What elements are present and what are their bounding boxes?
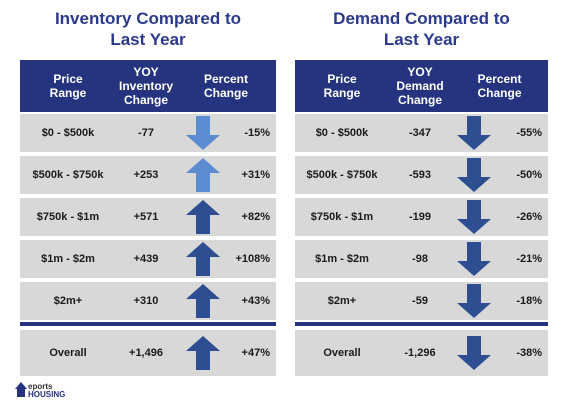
price-range-cell: Overall: [323, 347, 361, 359]
percent-change-value: -21%: [516, 253, 542, 265]
percent-change-cell: -21%: [451, 240, 548, 278]
yoy-change-cell: +439: [133, 253, 159, 265]
percent-change-cell: -50%: [451, 156, 548, 194]
demand-table-header: Price Range YOY Demand Change Percent Ch…: [295, 60, 548, 112]
down-dark-arrow-icon: [457, 116, 491, 150]
up-dark-arrow-icon: [186, 242, 220, 276]
yoy-change-cell: -59: [412, 295, 428, 307]
header-yoy-change: YOY Inventory Change: [118, 65, 173, 107]
house-logo-icon: [15, 382, 27, 397]
percent-change-value: -26%: [516, 211, 542, 223]
demand-title: Demand Compared to Last Year: [333, 9, 510, 49]
down-dark-arrow-icon: [457, 336, 491, 370]
overall-row: Overall -1,296 -38%: [295, 330, 548, 376]
yoy-change-cell: -199: [408, 211, 432, 223]
yoy-change-cell: -593: [408, 169, 432, 181]
yoy-change-cell: -347: [408, 127, 432, 139]
price-range-cell: $0 - $500k: [41, 127, 95, 139]
percent-change-value: +31%: [241, 169, 270, 181]
percent-change-value: -15%: [244, 127, 270, 139]
price-range-cell: $500k - $750k: [32, 169, 104, 181]
price-range-cell: $500k - $750k: [306, 169, 378, 181]
overall-row: Overall +1,496 +47%: [20, 330, 276, 376]
yoy-change-cell: +253: [133, 169, 159, 181]
table-row: $1m - $2m -98 -21%: [295, 240, 548, 278]
price-range-cell: $1m - $2m: [315, 253, 369, 265]
table-divider: [20, 322, 276, 326]
table-row: $750k - $1m +571 +82%: [20, 198, 276, 236]
price-range-cell: $750k - $1m: [310, 211, 374, 223]
header-percent-change: Percent Change: [203, 72, 249, 100]
percent-change-cell: +82%: [176, 198, 276, 236]
yoy-change-cell: +310: [133, 295, 159, 307]
down-dark-arrow-icon: [457, 242, 491, 276]
up-dark-arrow-icon: [186, 336, 220, 370]
table-row: $750k - $1m -199 -26%: [295, 198, 548, 236]
down-dark-arrow-icon: [457, 284, 491, 318]
price-range-cell: $750k - $1m: [36, 211, 100, 223]
percent-change-cell: -38%: [451, 330, 548, 376]
price-range-cell: $1m - $2m: [41, 253, 95, 265]
table-row: $1m - $2m +439 +108%: [20, 240, 276, 278]
percent-change-cell: +43%: [176, 282, 276, 320]
header-yoy-change: YOY Demand Change: [396, 65, 444, 107]
reports-on-housing-logo: eports HOUSING: [14, 380, 74, 400]
percent-change-value: -38%: [516, 347, 542, 359]
header-percent-change: Percent Change: [477, 72, 522, 100]
table-row: $0 - $500k -347 -55%: [295, 114, 548, 152]
down-light-arrow-icon: [186, 116, 220, 150]
table-divider: [295, 322, 548, 326]
table-row: $500k - $750k +253 +31%: [20, 156, 276, 194]
table-row: $2m+ +310 +43%: [20, 282, 276, 320]
yoy-change-cell: +1,496: [129, 347, 163, 359]
up-dark-arrow-icon: [186, 284, 220, 318]
percent-change-value: +108%: [235, 253, 270, 265]
header-price-range: Price Range: [323, 72, 361, 100]
header-price-range: Price Range: [49, 72, 87, 100]
up-light-arrow-icon: [186, 158, 220, 192]
percent-change-cell: -55%: [451, 114, 548, 152]
inventory-table-header: Price Range YOY Inventory Change Percent…: [20, 60, 276, 112]
price-range-cell: $2m+: [53, 295, 83, 307]
percent-change-value: +43%: [241, 295, 270, 307]
table-row: $2m+ -59 -18%: [295, 282, 548, 320]
price-range-cell: Overall: [49, 347, 87, 359]
percent-change-value: -50%: [516, 169, 542, 181]
percent-change-value: -55%: [516, 127, 542, 139]
logo-line1: eports: [28, 382, 53, 391]
percent-change-cell: -15%: [176, 114, 276, 152]
percent-change-value: +47%: [241, 347, 270, 359]
inventory-panel: Inventory Compared to Last Year Price Ra…: [20, 0, 276, 400]
logo-line2: HOUSING: [28, 390, 66, 399]
yoy-change-cell: +571: [133, 211, 159, 223]
table-row: $0 - $500k -77 -15%: [20, 114, 276, 152]
table-row: $500k - $750k -593 -50%: [295, 156, 548, 194]
yoy-change-cell: -98: [412, 253, 428, 265]
percent-change-cell: +31%: [176, 156, 276, 194]
down-dark-arrow-icon: [457, 200, 491, 234]
price-range-cell: $2m+: [327, 295, 357, 307]
up-dark-arrow-icon: [186, 200, 220, 234]
price-range-cell: $0 - $500k: [315, 127, 369, 139]
yoy-change-cell: -1,296: [404, 347, 436, 359]
percent-change-cell: +47%: [176, 330, 276, 376]
percent-change-cell: +108%: [176, 240, 276, 278]
percent-change-cell: -26%: [451, 198, 548, 236]
yoy-change-cell: -77: [138, 127, 154, 139]
percent-change-cell: -18%: [451, 282, 548, 320]
percent-change-value: +82%: [241, 211, 270, 223]
down-dark-arrow-icon: [457, 158, 491, 192]
percent-change-value: -18%: [516, 295, 542, 307]
demand-panel: Demand Compared to Last Year Price Range…: [295, 0, 548, 400]
inventory-title: Inventory Compared to Last Year: [54, 9, 242, 49]
